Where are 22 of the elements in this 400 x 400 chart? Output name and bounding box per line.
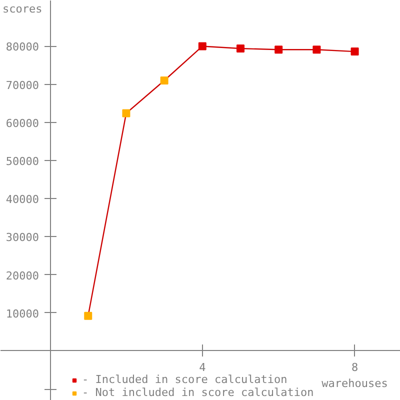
y-tick-label: 10000 (6, 307, 40, 320)
legend-label: - Not included in score calculation (82, 386, 314, 399)
y-tick-label: 50000 (6, 155, 40, 168)
point (160, 76, 168, 84)
point (350, 48, 359, 56)
x-tick-label: 8 (351, 360, 358, 374)
y-tick-label: 70000 (6, 78, 40, 92)
y-tick-label: 20000 (6, 269, 40, 282)
point (84, 312, 92, 320)
point (312, 46, 321, 54)
x-tick-label: 4 (199, 360, 206, 374)
point (236, 44, 244, 52)
y-tick-label: 80000 (6, 40, 40, 54)
legend-label: - Included in score calculation (82, 373, 288, 386)
y-tick-label: 40000 (6, 193, 40, 206)
point (274, 46, 283, 54)
x-axis-title: warehouses (322, 376, 388, 390)
point (122, 109, 130, 118)
point (198, 42, 206, 50)
y-tick-label: 60000 (6, 116, 40, 130)
y-tick-label: 30000 (6, 231, 40, 244)
y-axis-title: scores (2, 2, 42, 16)
